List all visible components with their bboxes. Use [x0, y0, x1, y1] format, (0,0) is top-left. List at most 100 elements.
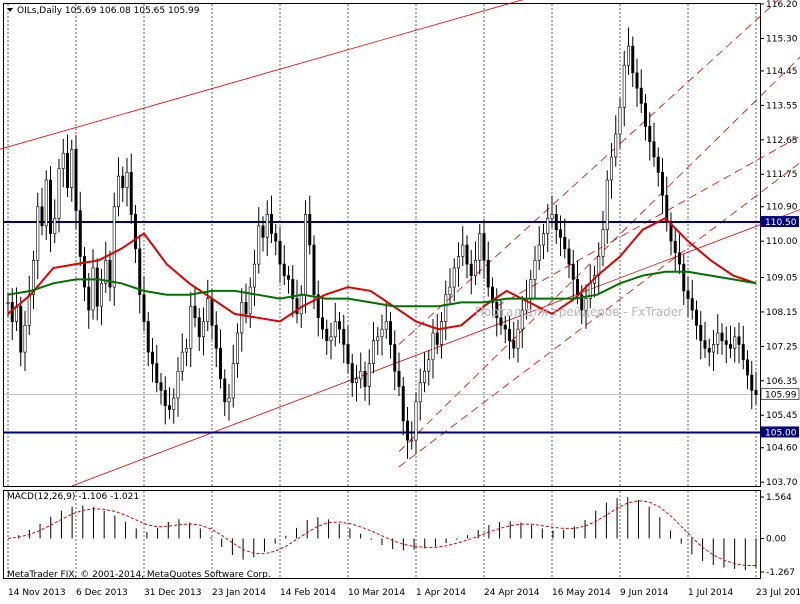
candle-body: [223, 378, 227, 403]
candle-body: [669, 221, 673, 242]
x-tick-label: 10 Mar 2014: [348, 588, 405, 598]
candle-body: [558, 229, 562, 238]
candle-body: [656, 156, 660, 173]
candle-body: [694, 309, 698, 326]
candle-body: [750, 374, 754, 391]
candle-body: [299, 294, 303, 315]
candle-body: [363, 370, 367, 387]
candle-body: [189, 305, 193, 349]
candle-body: [53, 217, 57, 234]
candle-body: [720, 332, 724, 341]
candle-body: [537, 244, 541, 261]
candle-body: [728, 344, 732, 349]
candle-body: [19, 305, 23, 353]
candle-body: [214, 325, 218, 349]
x-tick-label: 23 Jan 2014: [212, 588, 266, 598]
dropdown-triangle-icon[interactable]: [7, 8, 13, 12]
candle-body: [512, 340, 516, 349]
macd-y-tick-label: 1.564: [766, 493, 792, 503]
candle-body: [83, 256, 87, 288]
macd-plot-frame: [3, 490, 761, 579]
candle-body: [741, 344, 745, 361]
candle-body: [6, 302, 10, 304]
candle-body: [197, 317, 201, 338]
candle-body: [648, 126, 652, 143]
candle-body: [121, 175, 125, 188]
y-tick-label: 112.65: [766, 136, 798, 146]
candle-body: [316, 294, 320, 318]
candle-body: [554, 214, 558, 230]
candle-body: [325, 328, 329, 341]
candle-body: [665, 194, 669, 223]
candle-body: [584, 298, 588, 311]
candle-body: [367, 363, 371, 387]
candle-body: [117, 175, 121, 208]
candle-body: [155, 363, 159, 384]
axis-layer: 14 Nov 2013 6 Dec 2013 31 Dec 2013 23 Jan 2…: [8, 0, 800, 598]
candle-body: [95, 267, 99, 307]
candle-body: [550, 214, 554, 219]
candle-body: [333, 321, 337, 338]
candle-body: [410, 439, 414, 442]
candle-body: [431, 332, 435, 361]
candle-body: [401, 386, 405, 422]
y-tick-label: 114.45: [766, 67, 798, 77]
candle-body: [690, 298, 694, 311]
candle-body: [269, 214, 273, 234]
candle-body: [639, 87, 643, 104]
candle-body: [686, 290, 690, 299]
candle-body: [57, 168, 61, 219]
candle-body: [452, 267, 456, 288]
candle-body: [163, 390, 167, 406]
candle-body: [507, 328, 511, 341]
candle-body: [448, 286, 452, 296]
macd-signal-line: [7, 500, 756, 566]
candle-body: [486, 260, 490, 288]
candle-body: [605, 179, 609, 230]
candle-body: [248, 286, 252, 315]
candle-body: [677, 252, 681, 265]
candle-body: [388, 321, 392, 345]
candle-body: [354, 378, 358, 384]
candle-body: [478, 233, 482, 261]
candle-body: [151, 351, 155, 364]
candle-body: [733, 336, 737, 349]
candle-body: [711, 344, 715, 353]
candle-body: [350, 363, 354, 384]
candle-body: [342, 328, 346, 345]
candle-body: [541, 233, 545, 246]
candle-body: [108, 260, 112, 288]
candle-body: [70, 149, 74, 188]
candle-body: [112, 206, 116, 288]
candle-body: [78, 210, 82, 257]
candle-body: [295, 298, 299, 315]
candle-body: [376, 336, 380, 341]
chart-header: OILs,Daily 105.69 106.08 105.65 105.99: [17, 6, 200, 16]
candle-body: [754, 390, 758, 395]
candle-body: [172, 397, 176, 410]
candle-body: [529, 279, 533, 299]
candle-body: [563, 237, 567, 250]
y-tick-label: 113.55: [766, 101, 798, 111]
x-tick-label: 1 Jul 2014: [688, 588, 733, 598]
candle-body: [405, 420, 409, 441]
level-price-box: [761, 426, 799, 438]
macd-layer: [7, 497, 757, 571]
current-price-label: 105.99: [765, 391, 797, 401]
macd-y-tick-label: 0.00: [766, 534, 786, 544]
candle-body: [631, 45, 635, 74]
candle-body: [465, 244, 469, 265]
candle-body: [282, 263, 286, 276]
macd-header: MACD(12,26,9) -1.106 -1.021: [7, 492, 139, 502]
watermark-text: Портал для трейдеров - FxTrader: [475, 305, 683, 319]
y-tick-label: 110.00: [766, 237, 798, 247]
candle-body: [371, 340, 375, 364]
candle-body: [61, 152, 65, 169]
candle-body: [337, 321, 341, 330]
candle-body: [180, 351, 184, 372]
candle-body: [146, 321, 150, 353]
candle-body: [286, 275, 290, 280]
candle-body: [626, 45, 630, 66]
